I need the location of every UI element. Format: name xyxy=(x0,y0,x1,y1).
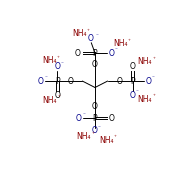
Text: ⁺: ⁺ xyxy=(128,39,131,44)
Text: O: O xyxy=(130,91,135,100)
Text: O: O xyxy=(92,127,98,135)
Text: NH₄: NH₄ xyxy=(43,96,57,105)
Text: O: O xyxy=(92,102,98,111)
Text: NH₄: NH₄ xyxy=(72,29,86,38)
Text: NH₄: NH₄ xyxy=(137,57,152,66)
Text: ⁻: ⁻ xyxy=(45,76,48,81)
Text: ⁻: ⁻ xyxy=(82,113,85,118)
Text: NH₄: NH₄ xyxy=(77,132,91,141)
Text: O: O xyxy=(75,48,81,58)
Text: ⁺: ⁺ xyxy=(86,29,89,34)
Text: NH₄: NH₄ xyxy=(42,56,56,65)
Text: O: O xyxy=(76,114,82,122)
Text: ⁺: ⁺ xyxy=(56,56,59,61)
Text: P: P xyxy=(130,76,135,86)
Text: O: O xyxy=(55,91,60,100)
Text: ⁻: ⁻ xyxy=(95,34,98,40)
Text: ⁺: ⁺ xyxy=(152,57,155,62)
Text: ⁻: ⁻ xyxy=(60,62,63,67)
Text: ⁻: ⁻ xyxy=(152,76,155,82)
Text: ⁺: ⁺ xyxy=(91,132,94,137)
Text: ⁻: ⁻ xyxy=(135,90,138,95)
Text: ⁺: ⁺ xyxy=(58,95,61,100)
Text: P: P xyxy=(55,76,60,86)
Text: NH₄: NH₄ xyxy=(137,95,152,104)
Text: O: O xyxy=(117,76,123,86)
Text: O: O xyxy=(67,76,73,86)
Text: ⁻: ⁻ xyxy=(98,126,101,131)
Text: O: O xyxy=(146,76,152,86)
Text: O: O xyxy=(130,62,135,71)
Text: O: O xyxy=(109,48,115,58)
Text: O: O xyxy=(88,34,94,43)
Text: ⁻: ⁻ xyxy=(115,48,118,54)
Text: NH₄: NH₄ xyxy=(113,39,127,48)
Text: O: O xyxy=(109,114,115,122)
Text: ⁺: ⁺ xyxy=(152,94,155,99)
Text: ⁺: ⁺ xyxy=(114,135,117,140)
Text: NH₄: NH₄ xyxy=(99,136,113,145)
Text: P: P xyxy=(93,114,97,122)
Text: O: O xyxy=(38,76,44,86)
Text: O: O xyxy=(55,62,60,71)
Text: P: P xyxy=(93,48,97,58)
Text: O: O xyxy=(92,60,98,69)
